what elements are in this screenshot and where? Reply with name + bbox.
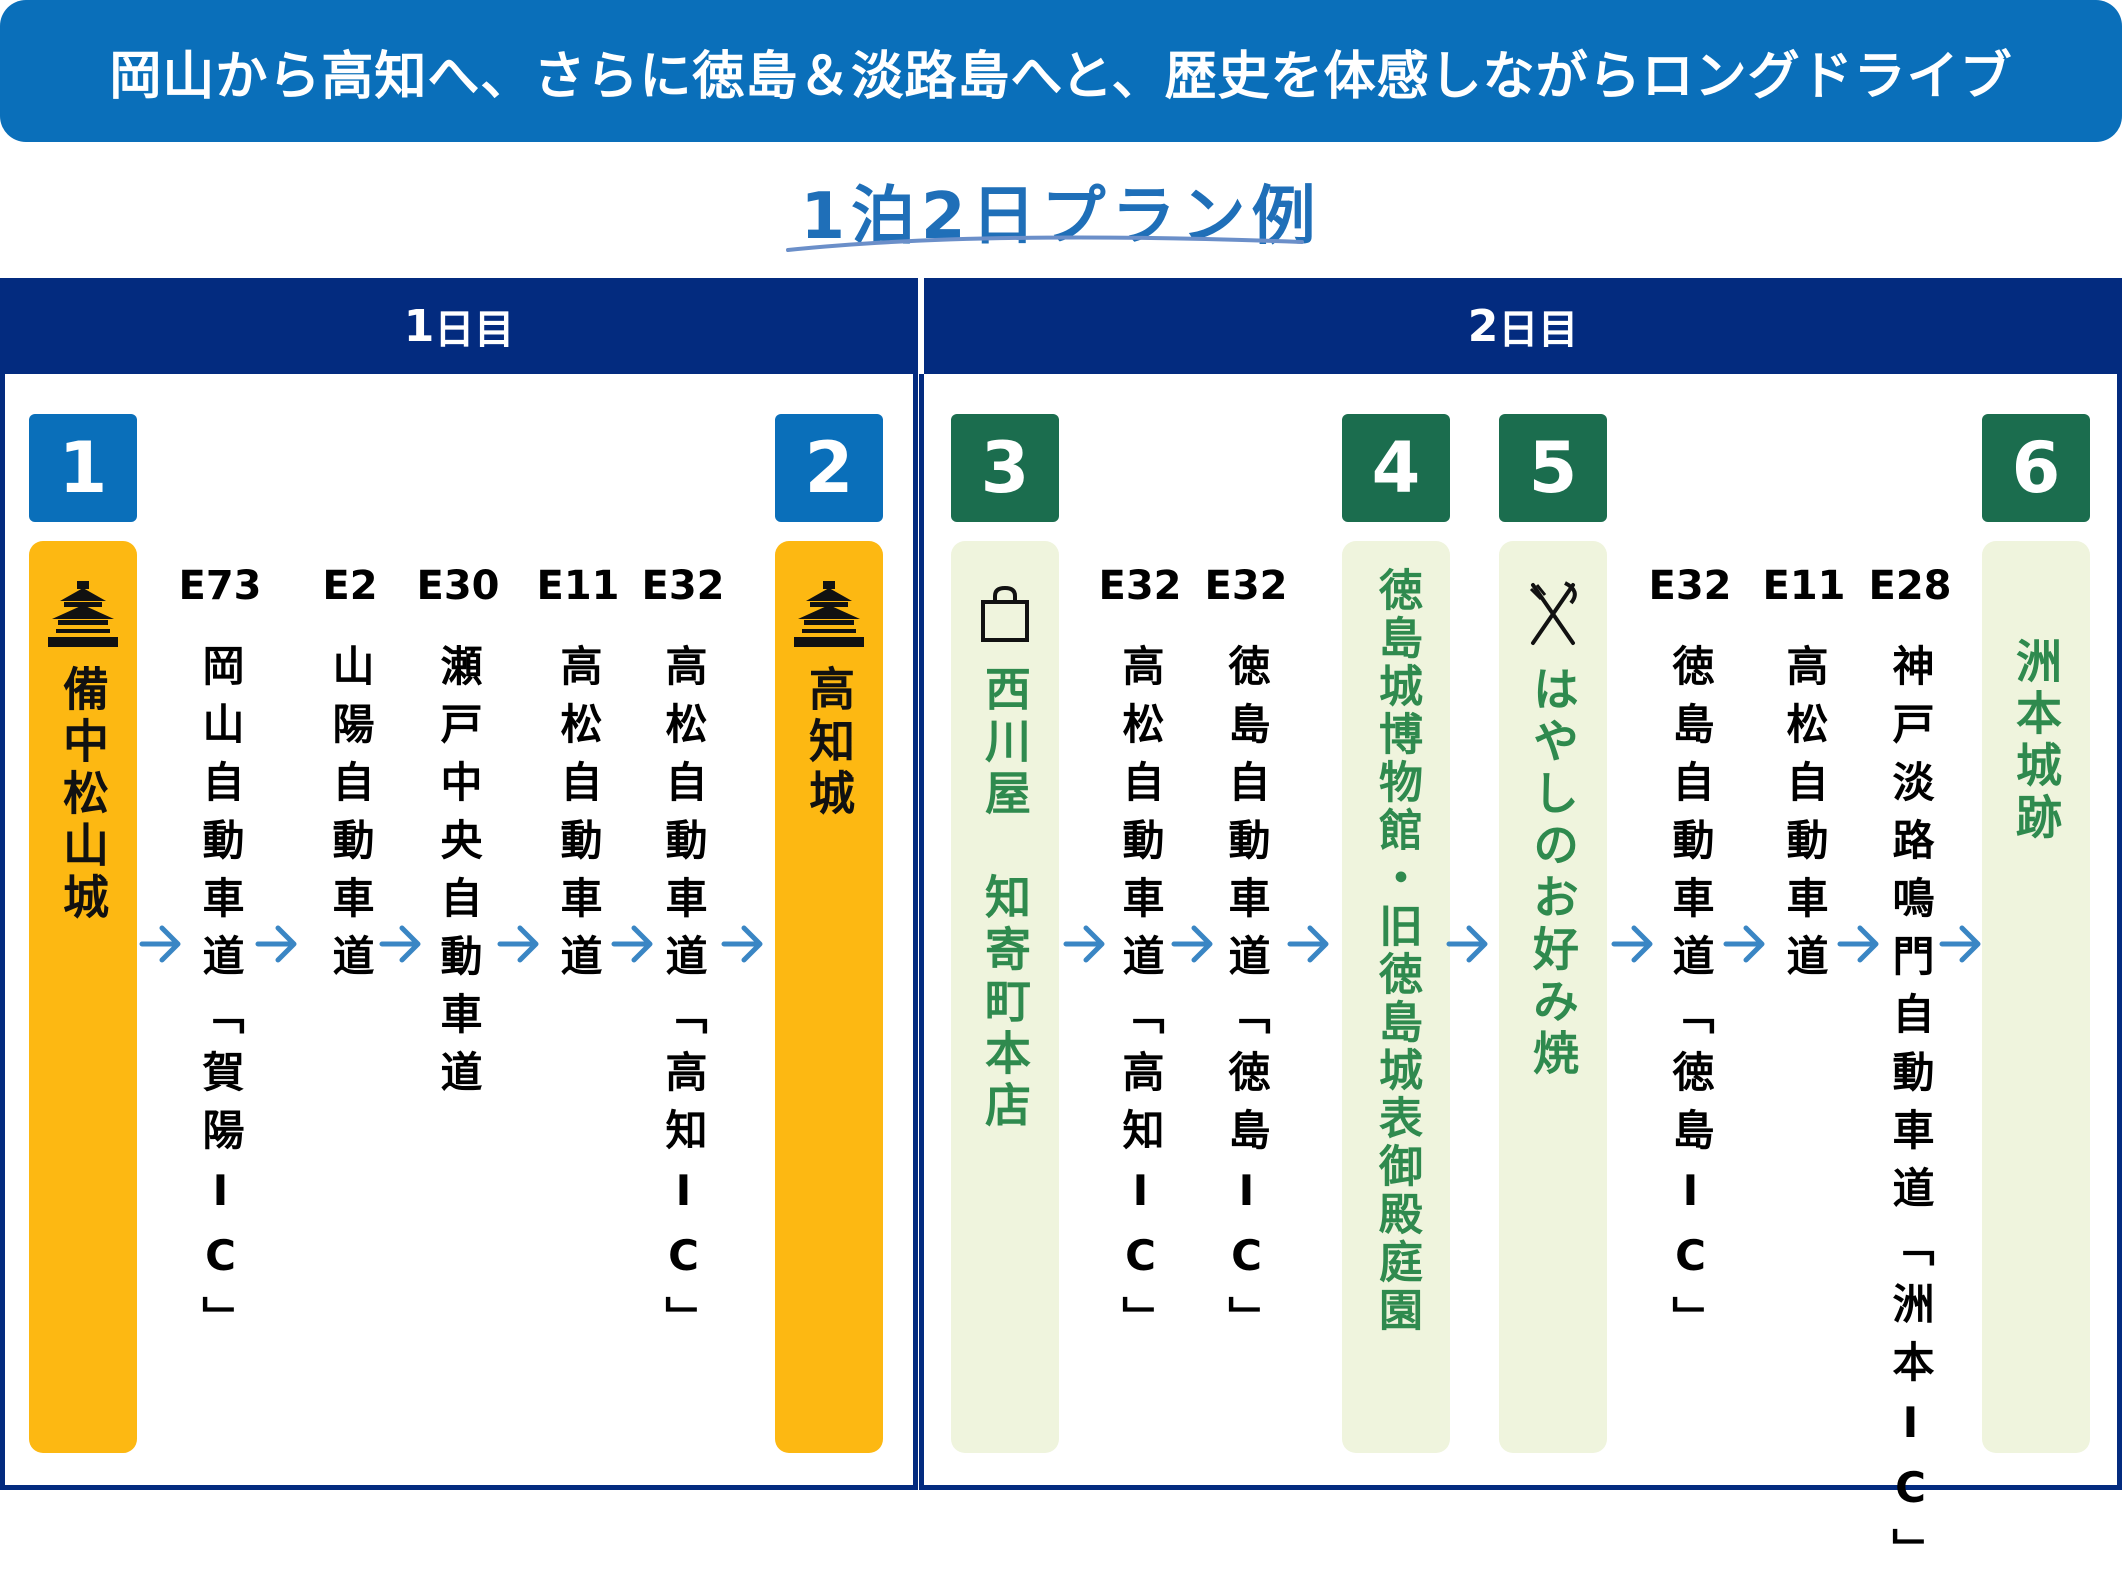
- arrow-right-icon: [497, 925, 539, 963]
- arrow-right-icon: [139, 925, 181, 963]
- route-code: E2: [322, 563, 378, 609]
- route-code: E11: [536, 563, 620, 609]
- route: E32 徳島自動車道「徳島IC」: [1640, 562, 1740, 1354]
- spot-number-badge: 2: [775, 414, 883, 522]
- castle-icon: [792, 577, 866, 651]
- route-code: E73: [178, 563, 262, 609]
- arrow-right-icon: [1837, 925, 1879, 963]
- route-name: 徳島自動車道「徳島IC」: [1222, 644, 1271, 1354]
- route: E30 瀬戸中央自動車道: [408, 562, 508, 1108]
- route-code: E30: [416, 563, 500, 609]
- spot-card: 備中松山城: [29, 541, 137, 1453]
- spot-number-badge: 5: [1499, 414, 1607, 522]
- route-name: 岡山自動車道「賀陽IC」: [196, 644, 245, 1354]
- arrow-right-icon: [1939, 925, 1981, 963]
- arrow-right-icon: [721, 925, 763, 963]
- arrow-right-icon: [1446, 925, 1488, 963]
- spot-name: 徳島城博物館・旧徳島城表御殿庭園: [1371, 567, 1422, 1335]
- route: E32 高松自動車道「高知IC」: [1090, 562, 1190, 1354]
- arrow-right-icon: [1611, 925, 1653, 963]
- spot-name: 西川屋 知寄町本店: [978, 665, 1032, 1133]
- day-1-panel: [0, 374, 918, 1490]
- spot-number-badge: 1: [29, 414, 137, 522]
- title-underline: [786, 235, 1304, 252]
- spot-card: 高知城: [775, 541, 883, 1453]
- arrow-right-icon: [379, 925, 421, 963]
- spot-number-badge: 3: [951, 414, 1059, 522]
- banner-title: 岡山から高知へ、さらに徳島＆淡路島へと、歴史を体感しながらロングドライブ: [0, 0, 2122, 142]
- route: E32 高松自動車道「高知IC」: [633, 562, 733, 1354]
- day-1-suffix: 日目: [434, 307, 515, 353]
- route: E28 神戸淡路鳴門自動車道「洲本IC」: [1860, 562, 1960, 1586]
- route: E2 山陽自動車道: [300, 562, 400, 992]
- spot-card: はやしのお好み焼: [1499, 541, 1607, 1453]
- day-2-suffix: 日目: [1498, 307, 1579, 353]
- route-name: 高松自動車道: [1780, 644, 1829, 992]
- spot-name: はやしのお好み焼: [1526, 665, 1580, 1081]
- route-code: E32: [1648, 563, 1732, 609]
- route: E73 岡山自動車道「賀陽IC」: [170, 562, 270, 1354]
- spot-name: 高知城: [802, 665, 856, 821]
- spot-name: 洲本城跡: [2009, 637, 2063, 845]
- spot-card: 洲本城跡: [1982, 541, 2090, 1453]
- route-name: 徳島自動車道「徳島IC」: [1666, 644, 1715, 1354]
- castle-icon: [46, 577, 120, 651]
- fork-knife-icon: [1525, 577, 1581, 651]
- route-code: E32: [1204, 563, 1288, 609]
- shopping-bag-icon: [977, 577, 1033, 651]
- day-1-header: 1 日目: [0, 278, 918, 374]
- spot-card: 徳島城博物館・旧徳島城表御殿庭園: [1342, 541, 1450, 1453]
- route-name: 神戸淡路鳴門自動車道「洲本IC」: [1886, 644, 1935, 1586]
- day-1-number: 1: [403, 300, 435, 352]
- day-2-number: 2: [1467, 300, 1499, 352]
- spot-number-badge: 6: [1982, 414, 2090, 522]
- route: E32 徳島自動車道「徳島IC」: [1196, 562, 1296, 1354]
- route-name: 高松自動車道「高知IC」: [1116, 644, 1165, 1354]
- route-name: 高松自動車道「高知IC」: [659, 644, 708, 1354]
- route: E11 高松自動車道: [1754, 562, 1854, 992]
- route-name: 山陽自動車道: [326, 644, 375, 992]
- arrow-right-icon: [1063, 925, 1105, 963]
- route-name: 瀬戸中央自動車道: [434, 644, 483, 1108]
- spot-name: 備中松山城: [56, 665, 110, 925]
- route-name: 高松自動車道: [554, 644, 603, 992]
- day-2-header: 2 日目: [924, 278, 2122, 374]
- arrow-right-icon: [255, 925, 297, 963]
- arrow-right-icon: [611, 925, 653, 963]
- route: E11 高松自動車道: [528, 562, 628, 992]
- route-code: E32: [1098, 563, 1182, 609]
- spot-card: 西川屋 知寄町本店: [951, 541, 1059, 1453]
- route-code: E28: [1868, 563, 1952, 609]
- spot-number-badge: 4: [1342, 414, 1450, 522]
- arrow-right-icon: [1287, 925, 1329, 963]
- route-code: E11: [1762, 563, 1846, 609]
- route-code: E32: [641, 563, 725, 609]
- arrow-right-icon: [1723, 925, 1765, 963]
- arrow-right-icon: [1171, 925, 1213, 963]
